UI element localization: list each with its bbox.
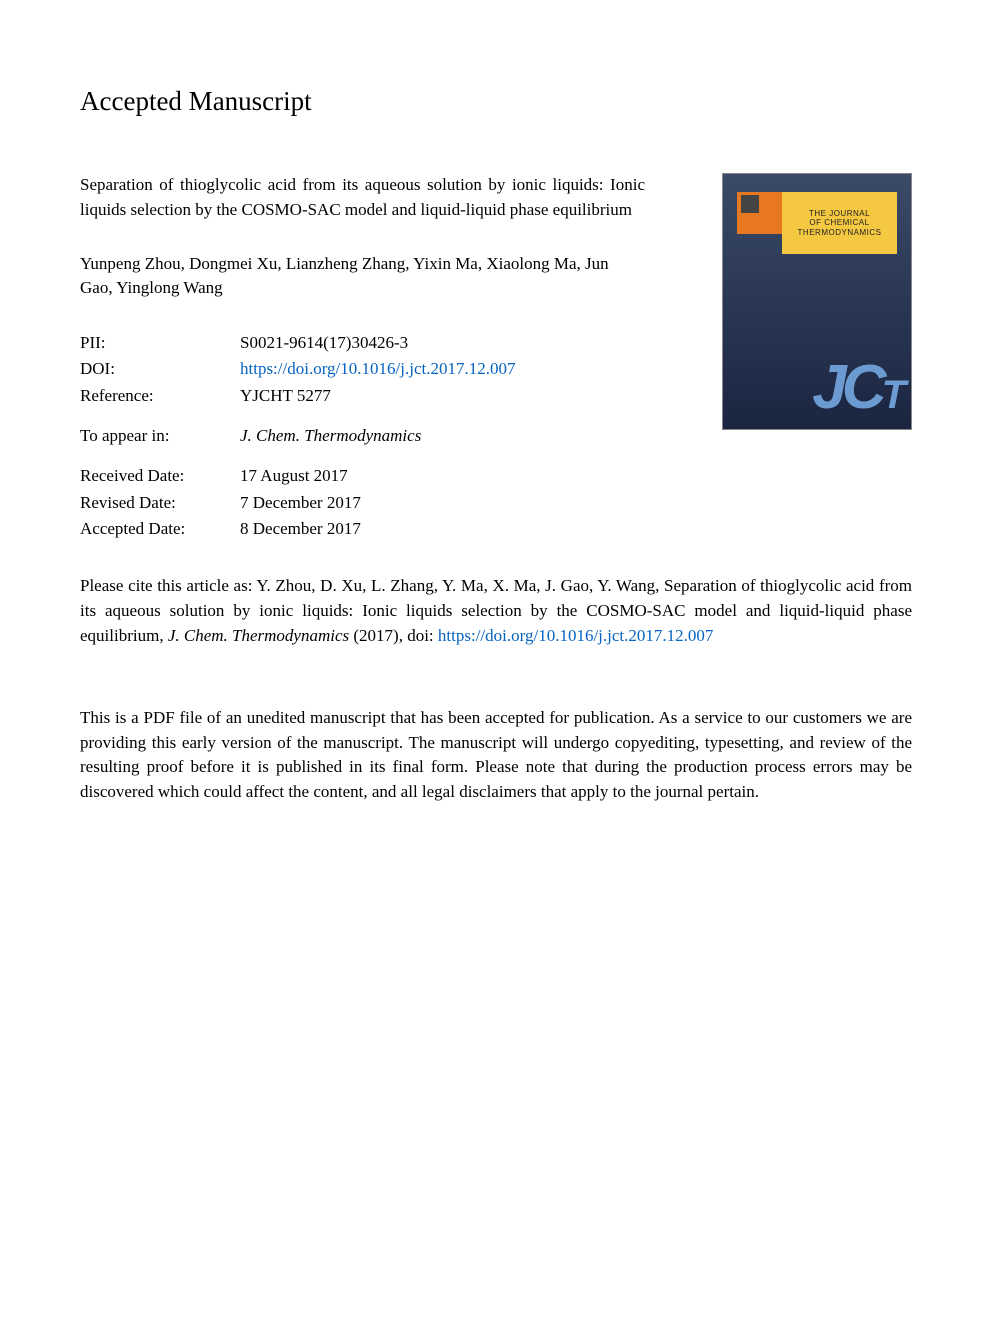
received-label: Received Date:: [80, 463, 240, 489]
reference-label: Reference:: [80, 383, 240, 409]
page-header-title: Accepted Manuscript: [80, 86, 912, 117]
metadata-row-pii: PII: S0021-9614(17)30426-3: [80, 330, 645, 356]
doi-link[interactable]: https://doi.org/10.1016/j.jct.2017.12.00…: [240, 356, 645, 382]
appear-label: To appear in:: [80, 423, 240, 449]
left-column: Separation of thioglycolic acid from its…: [80, 173, 645, 542]
cover-logo-main: JC: [812, 353, 881, 422]
received-value: 17 August 2017: [240, 463, 645, 489]
citation-journal-name: J. Chem. Thermodynamics: [168, 626, 349, 645]
journal-cover-image: THE JOURNAL OF CHEMICAL THERMODYNAMICS J…: [722, 173, 912, 430]
metadata-row-appear: To appear in: J. Chem. Thermodynamics: [80, 423, 645, 449]
pii-value: S0021-9614(17)30426-3: [240, 330, 645, 356]
pii-label: PII:: [80, 330, 240, 356]
content-wrapper: THE JOURNAL OF CHEMICAL THERMODYNAMICS J…: [80, 173, 912, 805]
cover-journal-name-line1: THE JOURNAL: [809, 209, 870, 219]
cover-logo-sub: T: [882, 373, 901, 417]
citation-year: (2017), doi:: [349, 626, 438, 645]
cover-journal-name-line2: OF CHEMICAL: [809, 218, 869, 228]
accepted-value: 8 December 2017: [240, 516, 645, 542]
authors-list: Yunpeng Zhou, Dongmei Xu, Lianzheng Zhan…: [80, 252, 645, 300]
appear-value: J. Chem. Thermodynamics: [240, 423, 645, 449]
elsevier-logo-icon: [741, 195, 759, 213]
paper-title: Separation of thioglycolic acid from its…: [80, 173, 645, 222]
metadata-row-reference: Reference: YJCHT 5277: [80, 383, 645, 409]
disclaimer-paragraph: This is a PDF file of an unedited manusc…: [80, 706, 912, 805]
doi-label: DOI:: [80, 356, 240, 382]
revised-value: 7 December 2017: [240, 490, 645, 516]
citation-paragraph: Please cite this article as: Y. Zhou, D.…: [80, 574, 912, 648]
citation-doi-link[interactable]: https://doi.org/10.1016/j.jct.2017.12.00…: [438, 626, 713, 645]
accepted-label: Accepted Date:: [80, 516, 240, 542]
cover-title-box: THE JOURNAL OF CHEMICAL THERMODYNAMICS: [782, 192, 897, 254]
revised-label: Revised Date:: [80, 490, 240, 516]
cover-journal-name-line3: THERMODYNAMICS: [798, 228, 882, 238]
cover-jct-logo: JCT: [812, 352, 901, 423]
reference-value: YJCHT 5277: [240, 383, 645, 409]
metadata-row-accepted: Accepted Date: 8 December 2017: [80, 516, 645, 542]
metadata-row-revised: Revised Date: 7 December 2017: [80, 490, 645, 516]
metadata-row-doi: DOI: https://doi.org/10.1016/j.jct.2017.…: [80, 356, 645, 382]
metadata-row-received: Received Date: 17 August 2017: [80, 463, 645, 489]
metadata-table: PII: S0021-9614(17)30426-3 DOI: https://…: [80, 330, 645, 542]
